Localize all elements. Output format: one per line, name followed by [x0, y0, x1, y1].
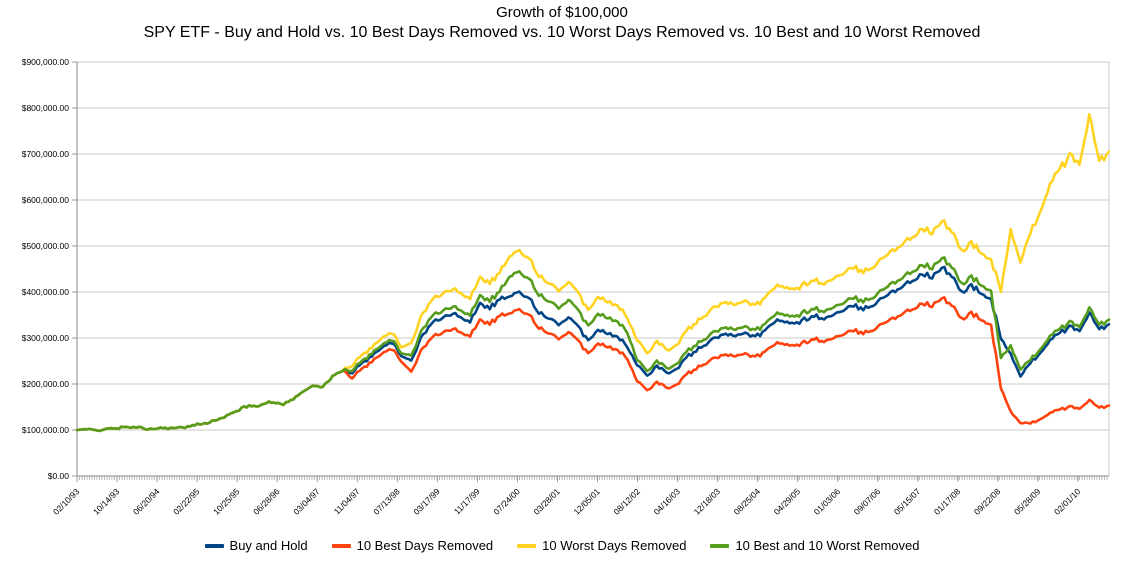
y-axis-label: $400,000.00 [22, 287, 70, 297]
legend-marker-icon [204, 543, 224, 548]
y-axis-label: $600,000.00 [22, 195, 70, 205]
legend-item-buy-and-hold: Buy and Hold [204, 538, 308, 553]
legend-item-10-best-days-removed: 10 Best Days Removed [331, 538, 494, 553]
legend-label: 10 Best Days Removed [356, 538, 494, 553]
x-axis-label: 03/17/99 [411, 486, 442, 517]
x-axis-label: 01/17/08 [932, 486, 963, 517]
x-axis-label: 08/12/02 [612, 486, 643, 517]
x-axis-label: 07/24/00 [491, 486, 522, 517]
legend-marker-icon [331, 543, 351, 548]
chart-legend: Buy and Hold 10 Best Days Removed 10 Worst… [0, 538, 1124, 553]
x-axis-label: 09/07/06 [852, 486, 883, 517]
legend-marker-icon [517, 543, 537, 548]
y-axis-label: $100,000.00 [22, 425, 70, 435]
legend-item-10-worst-days-removed: 10 Worst Days Removed [517, 538, 686, 553]
x-axis-label: 05/28/09 [1012, 486, 1043, 517]
x-axis-label: 11/17/99 [452, 486, 482, 516]
legend-label: 10 Worst Days Removed [542, 538, 687, 553]
legend-label: 10 Best and 10 Worst Removed [735, 538, 920, 553]
y-axis-label: $0.00 [48, 471, 70, 481]
series-line-10-worst-days-removed [75, 113, 1111, 433]
x-axis-label: 07/13/98 [371, 486, 402, 517]
x-axis-label: 08/25/04 [732, 486, 763, 517]
x-axis-label: 04/16/03 [652, 486, 683, 517]
x-axis-label: 02/22/95 [171, 486, 202, 517]
y-axis-label: $300,000.00 [22, 333, 70, 343]
y-axis-label: $200,000.00 [22, 379, 70, 389]
legend-marker-icon [710, 543, 730, 548]
series-line-10-best-days-removed [75, 296, 1111, 433]
x-axis-label: 10/25/95 [211, 486, 242, 517]
legend-label: Buy and Hold [229, 538, 308, 553]
x-axis-label: 12/18/03 [692, 486, 723, 517]
x-axis-label: 01/03/06 [812, 486, 843, 517]
x-axis-label: 11/04/97 [332, 486, 362, 516]
x-axis-label: 06/28/96 [251, 486, 282, 517]
y-axis-label: $500,000.00 [22, 241, 70, 251]
x-axis-label: 09/22/08 [972, 486, 1003, 517]
x-axis-label: 06/20/94 [131, 486, 162, 517]
y-axis-label: $700,000.00 [22, 149, 70, 159]
x-axis-label: 05/15/07 [892, 486, 923, 517]
y-axis-label: $800,000.00 [22, 103, 70, 113]
x-axis-label: 03/28/01 [531, 486, 562, 517]
x-axis-label: 02/10/93 [51, 486, 82, 517]
x-axis-label: 10/14/93 [91, 486, 122, 517]
x-axis-label: 12/05/01 [571, 486, 602, 517]
legend-item-10-best-and-10-worst-removed: 10 Best and 10 Worst Removed [710, 538, 919, 553]
x-axis-label: 04/29/05 [772, 486, 803, 517]
x-axis-label: 02/01/10 [1052, 486, 1083, 517]
y-axis-label: $900,000.00 [22, 57, 70, 67]
chart-subtitle: SPY ETF - Buy and Hold vs. 10 Best Days … [143, 24, 981, 41]
series-line-10-best-and-10-worst-removed [75, 256, 1111, 433]
chart-title: Growth of $100,000 [496, 4, 628, 21]
x-axis-label: 03/04/97 [291, 486, 322, 517]
